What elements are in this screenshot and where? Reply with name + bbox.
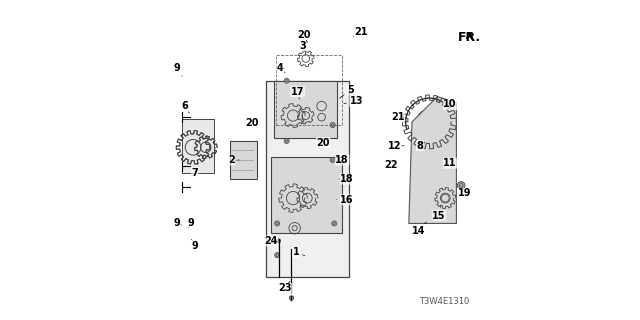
Circle shape <box>332 221 337 226</box>
Text: 9: 9 <box>191 239 198 251</box>
Text: 1: 1 <box>293 247 305 257</box>
Text: 22: 22 <box>385 160 398 170</box>
Bar <box>276 55 342 125</box>
Text: 21: 21 <box>391 112 404 122</box>
Text: 20: 20 <box>245 117 259 128</box>
Circle shape <box>284 78 289 83</box>
Text: 8: 8 <box>417 141 425 151</box>
Text: 23: 23 <box>278 281 292 293</box>
Text: 15: 15 <box>432 206 445 220</box>
Circle shape <box>275 252 280 258</box>
Text: 6: 6 <box>182 101 189 113</box>
Text: 4: 4 <box>277 63 285 73</box>
Text: 18: 18 <box>339 174 354 184</box>
Circle shape <box>425 117 434 127</box>
Text: 19: 19 <box>458 188 471 198</box>
Bar <box>230 141 257 179</box>
Circle shape <box>277 239 281 243</box>
Text: 2: 2 <box>228 155 239 165</box>
Text: 14: 14 <box>412 222 426 236</box>
Circle shape <box>330 123 335 128</box>
Circle shape <box>289 296 294 300</box>
Text: 9: 9 <box>173 63 182 76</box>
Text: T3W4E1310: T3W4E1310 <box>419 297 469 306</box>
Text: 13: 13 <box>344 96 364 106</box>
Text: 20: 20 <box>316 138 330 148</box>
Text: FR.: FR. <box>458 31 481 44</box>
Bar <box>266 81 349 277</box>
Text: 7: 7 <box>191 164 198 178</box>
Bar <box>274 81 337 138</box>
Text: 24: 24 <box>264 236 278 246</box>
Polygon shape <box>409 97 456 223</box>
Text: 12: 12 <box>388 141 404 151</box>
Text: 5: 5 <box>340 85 353 98</box>
Text: 11: 11 <box>444 158 457 168</box>
Circle shape <box>284 139 289 143</box>
Text: 10: 10 <box>444 100 457 109</box>
Text: 17: 17 <box>291 87 305 99</box>
Bar <box>271 157 342 233</box>
Text: 20: 20 <box>298 30 311 43</box>
Text: 16: 16 <box>337 195 354 205</box>
Circle shape <box>330 157 335 163</box>
Text: 3: 3 <box>299 41 306 54</box>
Circle shape <box>275 221 280 226</box>
Circle shape <box>458 181 465 189</box>
Bar <box>182 119 214 173</box>
Text: 21: 21 <box>353 27 368 36</box>
Text: 9: 9 <box>173 219 181 228</box>
Text: 9: 9 <box>187 219 194 228</box>
Text: 18: 18 <box>335 155 349 165</box>
